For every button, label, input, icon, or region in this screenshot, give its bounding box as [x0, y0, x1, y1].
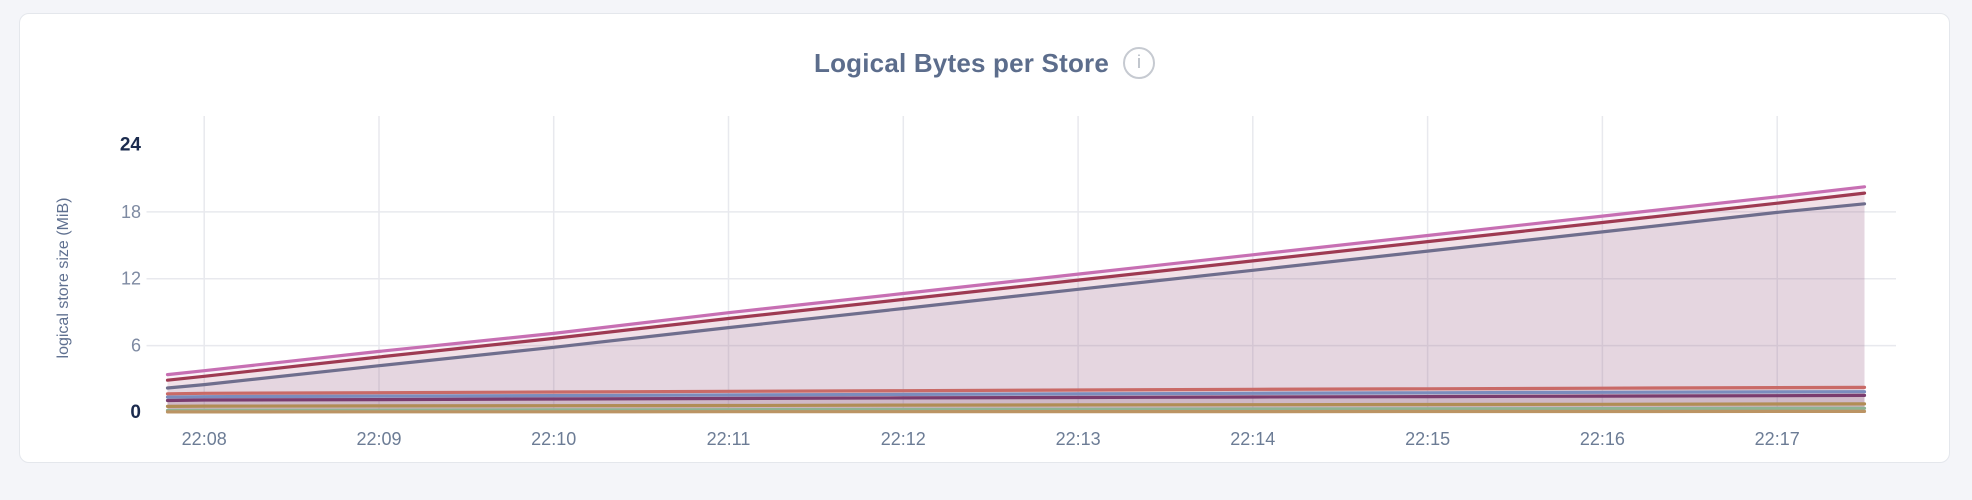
series-fill-store-2	[167, 193, 1865, 413]
x-tick-label: 22:14	[1230, 429, 1275, 449]
y-tick-label: 18	[121, 202, 141, 222]
series-line-store-7	[165, 402, 1867, 408]
x-tick-label: 22:17	[1755, 429, 1800, 449]
y-tick-label: 6	[131, 336, 141, 356]
x-tick-label: 22:08	[182, 429, 227, 449]
chart-title: Logical Bytes per Store	[813, 47, 1110, 78]
series-line-store-9	[165, 409, 1867, 414]
x-tick-label: 22:13	[1056, 429, 1101, 449]
series-line-store-3	[165, 202, 1867, 390]
series-line-store-1	[165, 185, 1867, 377]
y-tick-label: 24	[120, 135, 142, 156]
series-fill-store-1	[167, 186, 1865, 413]
time-series-plot-area[interactable]: 22:08 22:09 22:10 22:11 22:12 22:13 22:14 22:15…	[20, 14, 1951, 464]
x-tick-label: 22:10	[531, 429, 576, 449]
x-tick-label: 22:09	[356, 429, 401, 449]
x-tick-label: 22:16	[1580, 429, 1625, 449]
x-tick-label: 22:11	[707, 429, 751, 449]
series-line-store-5	[165, 390, 1867, 399]
chart-header: Logical Bytes per Store i	[20, 47, 1949, 79]
x-tick-label: 22:15	[1405, 429, 1450, 449]
y-tick-label: 0	[130, 402, 141, 423]
series-line-store-4	[165, 385, 1867, 396]
chart-card: Logical Bytes per Store i logical store …	[19, 13, 1950, 463]
x-tick-label: 22:12	[881, 429, 926, 449]
info-icon[interactable]: i	[1123, 47, 1156, 79]
series-fill-store-3	[167, 203, 1865, 413]
series-line-store-2	[165, 191, 1867, 382]
series-line-store-6	[165, 393, 1867, 403]
y-tick-label: 12	[121, 269, 141, 289]
